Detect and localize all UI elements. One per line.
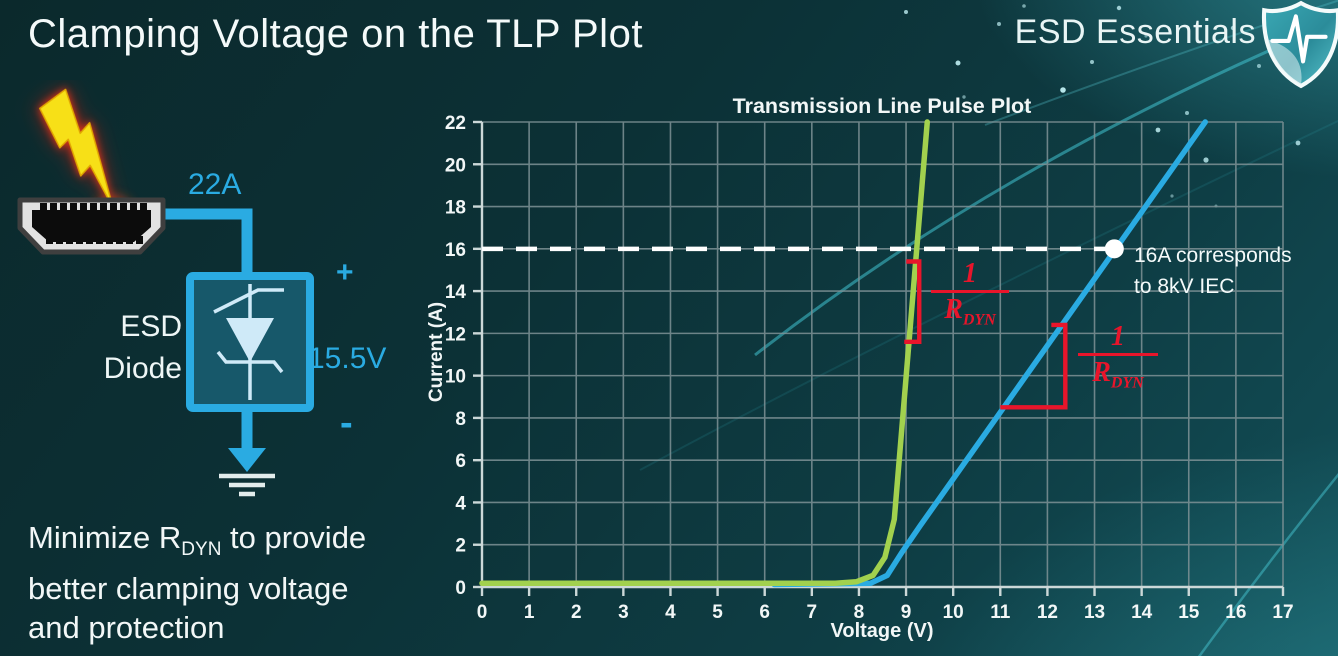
svg-text:5: 5 (712, 602, 723, 623)
background-swoosh-corner (1197, 472, 1338, 656)
svg-text:10: 10 (943, 602, 964, 623)
axes (473, 120, 1285, 596)
clamping-voltage-label: 15.5V (308, 342, 387, 375)
takeaway-note: Minimize RDYN to provide better clamping… (28, 520, 367, 646)
tick-labels: 0 1 2 3 4 5 6 7 8 9 10 11 12 13 14 15 16 1702468101214161… (445, 113, 1294, 623)
svg-text:3: 3 (618, 602, 629, 623)
svg-text:6: 6 (455, 451, 466, 472)
tvs-diode-symbol-icon (213, 284, 284, 400)
esd-diode-label: ESD Diode (103, 310, 182, 385)
svg-text:18: 18 (445, 198, 466, 219)
svg-text:16: 16 (1225, 602, 1246, 623)
rdyn-fraction-blue: 1 RDYN (1078, 322, 1158, 400)
y-axis-title: Current (A) (426, 301, 447, 403)
svg-text:4: 4 (665, 602, 676, 623)
shield-highlight (1264, 12, 1302, 85)
esd-shield-pulse-icon (1261, 0, 1338, 89)
ground-symbol-icon (219, 473, 275, 497)
svg-text:11: 11 (990, 602, 1011, 623)
svg-text:13: 13 (1084, 602, 1105, 623)
minus-polarity-label: - (340, 402, 353, 444)
svg-text:1: 1 (524, 602, 535, 623)
arrow-head (228, 448, 266, 472)
marker-annotation: 16A corresponds to 8kV IEC (1134, 244, 1292, 298)
brand-label: ESD Essentials (1014, 13, 1256, 51)
rdyn-fraction-green: 1 RDYN (931, 259, 1009, 337)
svg-text:10: 10 (445, 367, 466, 388)
svg-text:14: 14 (445, 282, 467, 303)
svg-text:0: 0 (455, 578, 466, 599)
grid (481, 121, 1284, 588)
marker-16A-point (1104, 239, 1124, 259)
svg-text:20: 20 (445, 155, 466, 176)
pulse-line (1270, 14, 1328, 64)
svg-text:16: 16 (445, 240, 466, 261)
wire (163, 208, 253, 278)
x-axis-title: Voltage (V) (830, 620, 934, 642)
svg-text:12: 12 (1037, 602, 1058, 623)
sparkle-dots (904, 4, 1312, 208)
svg-text:17: 17 (1272, 602, 1293, 623)
chart-title: Transmission Line Pulse Plot (732, 94, 1032, 118)
svg-text:2: 2 (571, 602, 582, 623)
svg-text:6: 6 (759, 602, 770, 623)
esd-circuit-diagram (17, 88, 314, 497)
svg-text:12: 12 (445, 324, 466, 345)
esd-strike-lightning-icon (39, 88, 115, 210)
svg-text:15: 15 (1178, 602, 1200, 623)
svg-text:7: 7 (807, 602, 818, 623)
svg-text:8: 8 (854, 602, 865, 623)
svg-text:4: 4 (455, 493, 466, 514)
slope-annotation-blue (1000, 322, 1068, 410)
svg-text:22: 22 (445, 113, 466, 134)
slope-annotation-green (904, 259, 922, 345)
hdmi-connector-icon (17, 197, 166, 255)
svg-text:8: 8 (455, 409, 466, 430)
svg-text:14: 14 (1131, 602, 1153, 623)
surge-current-label: 22A (188, 168, 242, 201)
svg-text:9: 9 (901, 602, 912, 623)
svg-text:0: 0 (477, 602, 488, 623)
svg-text:2: 2 (455, 536, 466, 557)
green-curve-low-Rdyn-diode (479, 119, 931, 586)
background-swoosh-main (754, 19, 1338, 357)
page-title: Clamping Voltage on the TLP Plot (28, 12, 643, 56)
tlp-chart: 0 1 2 3 4 5 6 7 8 9 10 11 12 13 14 15 16 1702468101214161… (445, 113, 1294, 623)
plus-polarity-label: + (336, 256, 354, 289)
